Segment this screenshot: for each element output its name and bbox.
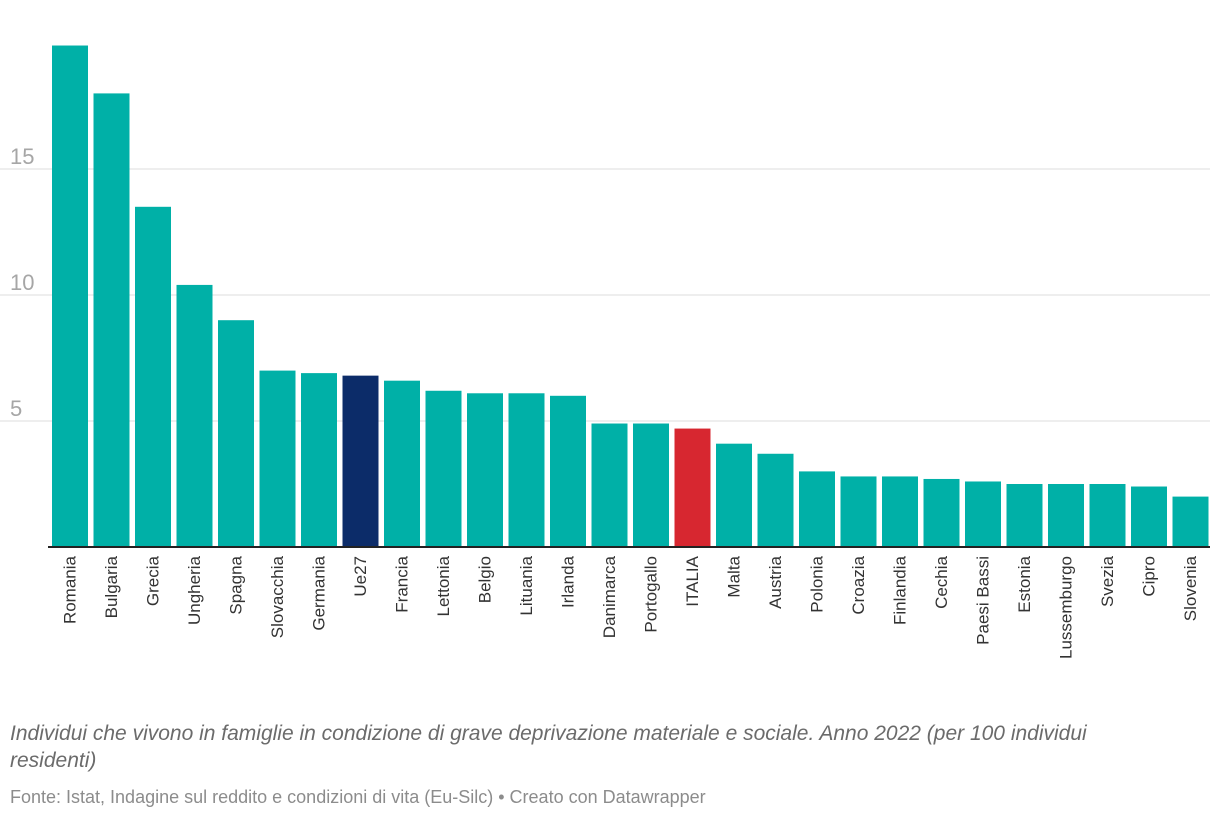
x-tick-label: Malta <box>725 555 744 597</box>
bar-paesi-bassi <box>965 481 1001 547</box>
x-tick-label: Danimarca <box>600 555 619 638</box>
bar-slovenia <box>1172 496 1209 547</box>
bar-croazia <box>840 476 877 547</box>
bar-irlanda <box>550 395 586 547</box>
bar-germania <box>301 373 337 547</box>
bar-chart: 5 10 15 Romania Bulgaria Grecia Ungheria Spagn… <box>0 45 1210 659</box>
x-tick-label: Cechia <box>932 555 951 608</box>
bar-lussemburgo <box>1048 484 1084 547</box>
bar-cipro <box>1131 486 1167 547</box>
x-tick-label: Svezia <box>1098 555 1117 607</box>
bar-spagna <box>218 320 254 547</box>
x-tick-label: Slovenia <box>1181 555 1200 621</box>
bar-grecia <box>135 206 171 548</box>
bar-slovacchia <box>259 370 296 547</box>
y-tick-label: 15 <box>10 144 34 169</box>
x-tick-label: Ue27 <box>351 556 370 597</box>
x-tick-label: Irlanda <box>559 555 578 608</box>
bar-lettonia <box>425 390 462 547</box>
bar-ungheria <box>176 284 213 547</box>
bar-lituania <box>508 393 545 547</box>
x-tick-label: Spagna <box>227 555 246 614</box>
bar-finlandia <box>882 476 918 547</box>
x-tick-label: Finlandia <box>891 555 910 625</box>
bar-portogallo <box>633 423 669 547</box>
x-tick-label: Paesi Bassi <box>974 556 993 645</box>
x-axis-ticks: Romania Bulgaria Grecia Ungheria Spagna Slova… <box>61 555 1201 659</box>
bar-malta <box>716 443 752 547</box>
bar-cechia <box>923 478 960 547</box>
y-tick-label: 10 <box>10 270 34 295</box>
x-tick-label: Lussemburgo <box>1057 556 1076 659</box>
x-tick-label: Austria <box>766 555 785 608</box>
x-tick-label: Portogallo <box>642 556 661 633</box>
x-tick-label: Cipro <box>1140 556 1159 597</box>
chart-source: Fonte: Istat, Indagine sul reddito e con… <box>10 787 706 807</box>
bar-romania <box>52 45 88 548</box>
y-axis-ticks: 5 10 15 <box>10 144 34 421</box>
bar-austria <box>757 453 794 547</box>
bar-svezia <box>1089 484 1126 547</box>
x-tick-label: Germania <box>310 555 329 630</box>
bar-bulgaria <box>93 93 130 548</box>
x-tick-label: Ungheria <box>185 555 204 625</box>
bar-italia <box>674 428 711 547</box>
x-tick-label: Bulgaria <box>102 555 121 618</box>
chart-caption: Individui che vivono in famiglie in cond… <box>10 722 1087 772</box>
x-tick-label: Croazia <box>849 555 868 614</box>
x-tick-label: Lettonia <box>434 555 453 616</box>
x-tick-label: Slovacchia <box>268 555 287 638</box>
x-tick-label: ITALIA <box>683 555 702 606</box>
x-tick-label: Belgio <box>476 556 495 603</box>
x-tick-label: Grecia <box>144 555 163 606</box>
bar-francia <box>384 380 420 547</box>
y-tick-label: 5 <box>10 396 22 421</box>
x-tick-label: Lituania <box>517 555 536 615</box>
x-tick-label: Estonia <box>1015 555 1034 612</box>
bars <box>52 45 1209 548</box>
x-tick-label: Romania <box>61 555 80 624</box>
bar-danimarca <box>591 423 628 547</box>
bar-polonia <box>799 471 835 547</box>
x-tick-label: Polonia <box>808 555 827 612</box>
x-tick-label: Francia <box>393 555 412 612</box>
bar-ue27 <box>342 375 379 547</box>
bar-estonia <box>1006 484 1043 547</box>
bar-belgio <box>467 393 503 547</box>
